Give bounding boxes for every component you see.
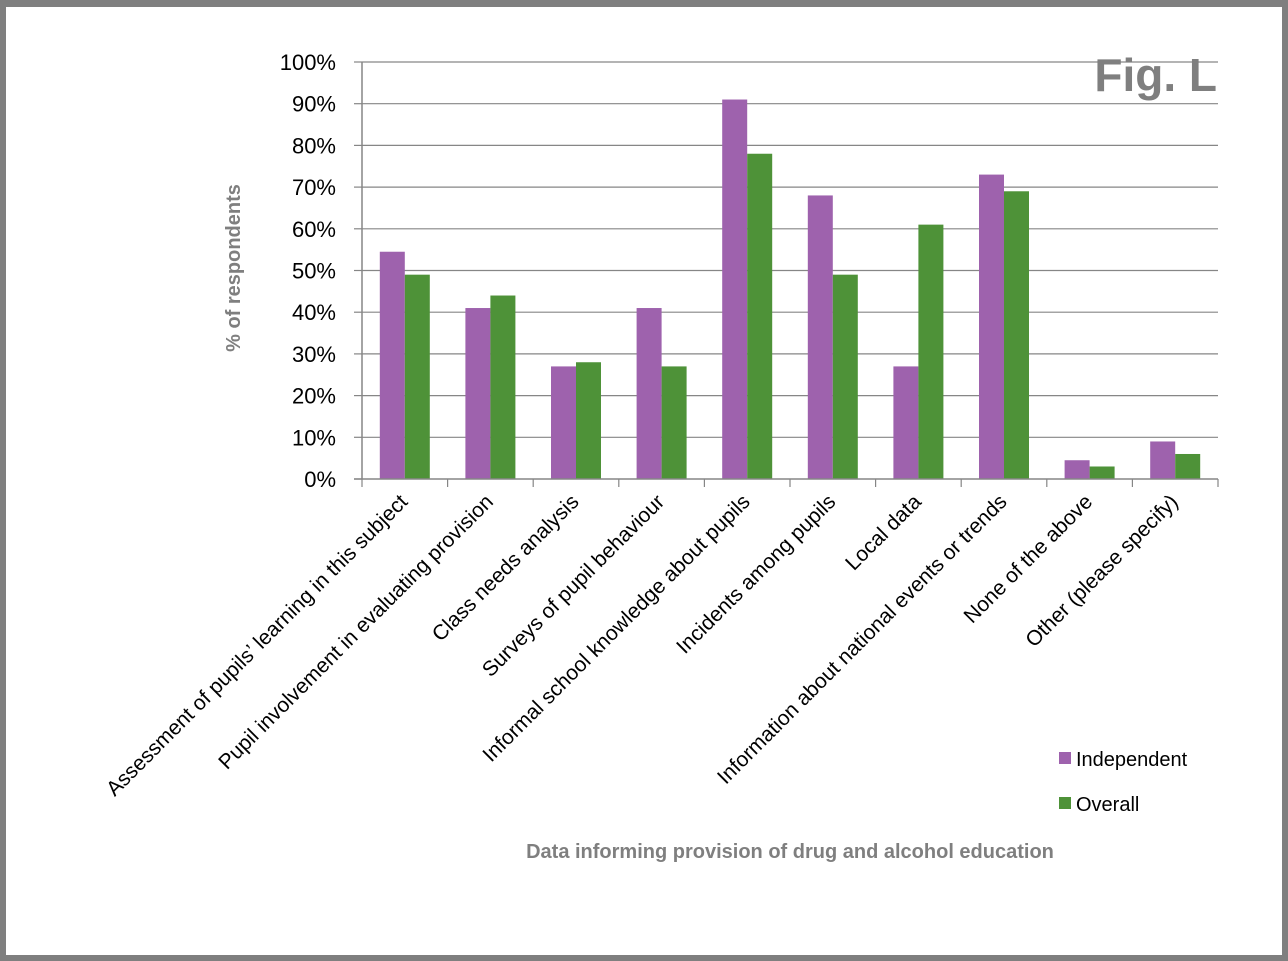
bar-overall (1004, 191, 1029, 479)
bar-overall (832, 274, 858, 479)
y-tick-label: 10% (292, 425, 336, 450)
y-tick-label: 100% (280, 50, 336, 75)
legend: Independent Overall (1059, 749, 1188, 816)
y-tick-label: 50% (292, 259, 336, 284)
y-tick-label: 70% (292, 175, 336, 200)
x-tick-labels: Assessment of pupils’ learning in this s… (102, 490, 1183, 801)
bar-independent (979, 174, 1004, 479)
category-label: Other (please specify) (1021, 490, 1183, 652)
legend-label-independent: Independent (1076, 749, 1188, 771)
bar-independent (1150, 441, 1176, 479)
x-axis-label: Data informing provision of drug and alc… (526, 841, 1054, 863)
legend-swatch-overall (1059, 797, 1071, 809)
y-tick-label: 60% (292, 217, 336, 242)
bar-independent (636, 308, 662, 479)
y-tick-labels: 0% 10% 20% 30% 40% 50% 60% 70% 80% 90% 100% (280, 50, 336, 492)
legend-label-overall: Overall (1076, 794, 1139, 816)
bar-independent (551, 366, 576, 479)
legend-swatch-independent (1059, 752, 1071, 764)
category-label: Class needs analysis (428, 490, 584, 646)
bars (379, 99, 1201, 480)
bar-overall (576, 362, 601, 479)
bar-independent (1064, 460, 1090, 479)
figure-label: Fig. L (1094, 49, 1217, 101)
category-label: Surveys of pupil behaviour (478, 490, 669, 681)
bar-independent (722, 99, 748, 479)
category-label: Incidents among pupils (672, 490, 840, 658)
bar-overall (404, 274, 430, 479)
category-label: Local data (841, 490, 926, 575)
bar-independent (379, 251, 405, 479)
y-tick-label: 20% (292, 384, 336, 409)
axes (354, 61, 1219, 487)
y-tick-label: 90% (292, 92, 336, 117)
bar-independent (465, 308, 491, 479)
bar-overall (918, 224, 944, 479)
bar-overall (1175, 453, 1201, 479)
bar-overall (1089, 466, 1115, 479)
y-tick-label: 0% (304, 467, 336, 492)
y-tick-label: 30% (292, 342, 336, 367)
y-tick-label: 40% (292, 300, 336, 325)
bar-independent (807, 195, 833, 479)
category-label: Assessment of pupils’ learning in this s… (102, 490, 412, 800)
y-tick-label: 80% (292, 133, 336, 158)
bar-overall (490, 295, 516, 479)
y-axis-label: % of respondents (223, 184, 245, 352)
bar-overall (747, 153, 773, 480)
bar-overall (661, 366, 687, 479)
category-label: Information about national events or tre… (713, 490, 1012, 789)
bar-independent (893, 366, 919, 479)
